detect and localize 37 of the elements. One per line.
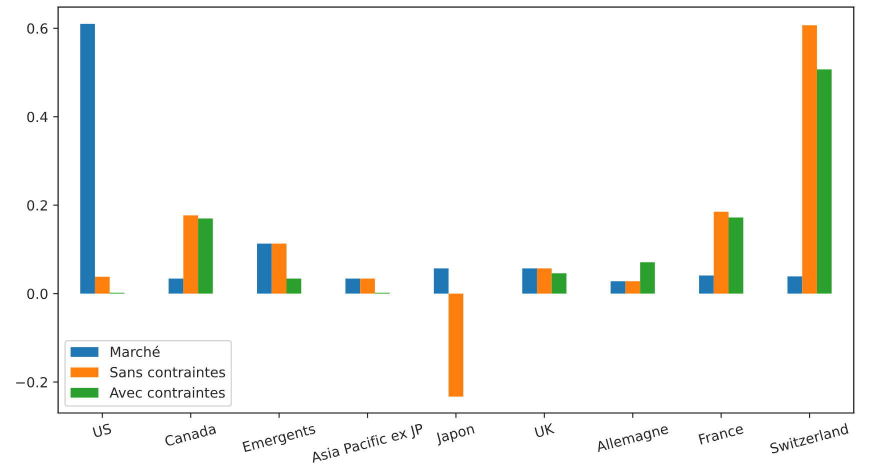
x-tick-label: Canada	[164, 423, 216, 447]
x-tick-label: France	[698, 423, 744, 445]
bar	[272, 244, 286, 294]
bar	[286, 278, 302, 294]
bar	[625, 281, 640, 294]
bar	[552, 273, 566, 294]
bar	[198, 218, 213, 294]
y-tick-label: −0.2	[16, 377, 47, 388]
bar	[699, 275, 714, 294]
y-tick-label: 0.4	[27, 112, 48, 122]
bar	[183, 215, 198, 294]
legend-label: Avec contraintes	[110, 387, 225, 398]
bar	[434, 268, 449, 294]
bar	[714, 212, 729, 294]
bar	[345, 278, 360, 294]
bar	[728, 218, 744, 294]
bar	[360, 278, 375, 294]
bar	[787, 276, 802, 294]
legend-label: Marché	[110, 346, 160, 358]
bar	[640, 262, 655, 294]
bar	[80, 24, 95, 294]
x-tick-label: Japon	[434, 423, 476, 446]
bar	[610, 281, 626, 294]
bar	[802, 25, 817, 294]
y-tick-label: 0.2	[27, 200, 47, 211]
y-tick-label: 0.6	[27, 23, 48, 34]
bar	[94, 276, 110, 294]
bar	[168, 278, 184, 294]
bar	[816, 69, 832, 294]
y-tick-label: 0.0	[27, 288, 48, 300]
bar	[536, 268, 552, 294]
bar	[257, 244, 272, 294]
x-tick-label: UK	[534, 423, 555, 438]
bar	[522, 268, 537, 294]
x-tick-label: US	[92, 423, 112, 438]
legend-label: Sans contraintes	[110, 366, 226, 378]
bar	[448, 294, 464, 397]
